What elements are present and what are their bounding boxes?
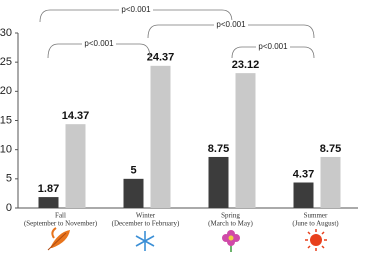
bar bbox=[320, 156, 341, 208]
annotation: p<0.001 bbox=[121, 5, 151, 14]
annotation-bg bbox=[256, 42, 290, 52]
x-tick-label: Fall bbox=[55, 212, 66, 220]
x-tick-label: Summer bbox=[304, 212, 328, 220]
winter-snowflake-icon bbox=[135, 231, 155, 251]
value-label: 4.37 bbox=[293, 168, 314, 180]
annotation-bg bbox=[214, 20, 248, 30]
value-label: 23.12 bbox=[232, 59, 260, 71]
annotation: p<0.001 bbox=[216, 20, 246, 29]
y-tick-label: 20 bbox=[0, 85, 12, 97]
x-tick-note: (December to February) bbox=[112, 220, 180, 228]
spring-flower-icon bbox=[222, 230, 240, 252]
x-tick-note: (September to November) bbox=[24, 220, 98, 228]
value-label: 24.37 bbox=[147, 52, 175, 64]
annotation: p<0.001 bbox=[84, 39, 114, 48]
y-tick-label: 25 bbox=[0, 56, 12, 68]
value-label: 1.87 bbox=[38, 183, 59, 195]
annotation: p<0.001 bbox=[258, 42, 288, 51]
value-label: 14.37 bbox=[62, 110, 90, 122]
y-tick-label: 0 bbox=[6, 202, 12, 214]
value-label: 8.75 bbox=[320, 143, 341, 155]
bar bbox=[65, 124, 86, 208]
fall-leaf-icon bbox=[47, 227, 70, 251]
value-label: 8.75 bbox=[208, 143, 229, 155]
y-tick-label: 5 bbox=[6, 173, 12, 185]
bar bbox=[38, 197, 59, 208]
x-tick-label: Winter bbox=[136, 212, 156, 220]
summer-sun-icon bbox=[305, 229, 327, 251]
bar bbox=[150, 65, 171, 208]
x-tick-note: (March to May) bbox=[208, 220, 253, 228]
y-tick-label: 15 bbox=[0, 114, 12, 126]
annotation-bg bbox=[119, 5, 153, 15]
x-tick-note: (June to August) bbox=[292, 220, 339, 228]
value-label: 5 bbox=[130, 165, 136, 177]
y-tick-label: 30 bbox=[0, 27, 12, 39]
bar bbox=[235, 73, 256, 208]
bar bbox=[293, 182, 314, 208]
x-tick-label: Spring bbox=[221, 212, 240, 220]
bar bbox=[123, 178, 144, 208]
bar bbox=[208, 156, 229, 208]
y-tick-label: 10 bbox=[0, 144, 12, 156]
annotation-bg bbox=[82, 39, 116, 49]
